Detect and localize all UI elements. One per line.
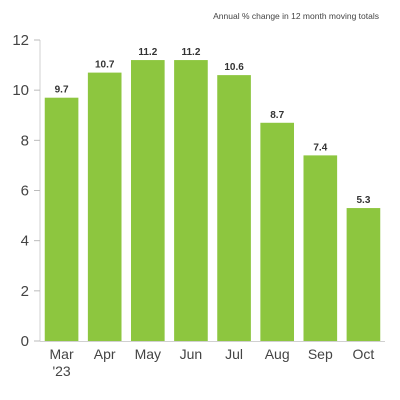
x-tick-label: May	[135, 346, 161, 362]
x-tick-label: Aug	[265, 346, 290, 362]
bar	[44, 97, 79, 341]
bar	[346, 208, 381, 341]
data-label: 10.6	[224, 62, 244, 73]
x-tick-label: Oct	[353, 346, 375, 362]
y-axis-ticks: 0 2 4 6 8 10 12	[12, 32, 40, 350]
data-label: 10.7	[95, 60, 115, 71]
bar	[87, 72, 122, 341]
y-tick-label: 12	[12, 32, 29, 49]
y-tick-label: 8	[21, 132, 29, 149]
x-tick-label: Jun	[180, 346, 203, 362]
bar	[174, 60, 208, 342]
data-labels-group: 9.7 10.7 11.2 11.2 10.6 8.7 7.4 5.3	[55, 47, 371, 206]
data-label: 11.2	[181, 47, 200, 58]
bar	[130, 60, 165, 342]
data-label: 8.7	[270, 110, 284, 121]
data-label: 9.7	[55, 85, 69, 96]
bar	[303, 155, 338, 341]
bar	[260, 122, 295, 342]
chart-caption: Annual % change in 12 month moving total…	[213, 11, 379, 21]
data-label: 7.4	[313, 142, 327, 153]
y-tick-label: 2	[21, 283, 29, 300]
data-label: 5.3	[356, 195, 370, 206]
y-tick-label: 10	[12, 82, 29, 99]
y-tick-label: 6	[21, 183, 29, 200]
bar	[217, 75, 251, 341]
x-tick-label: Jul	[225, 346, 243, 362]
x-tick-label: Mar '23	[50, 346, 74, 379]
x-tick-label: Sep	[308, 346, 333, 362]
x-axis-ticks: Mar '23 Apr May Jun Jul Aug Sep Oct	[50, 346, 375, 379]
data-label: 11.2	[138, 47, 157, 58]
y-tick-label: 0	[21, 333, 29, 350]
y-tick-label: 4	[21, 233, 29, 250]
x-tick-label: Apr	[94, 346, 116, 362]
bars-group	[44, 60, 381, 342]
